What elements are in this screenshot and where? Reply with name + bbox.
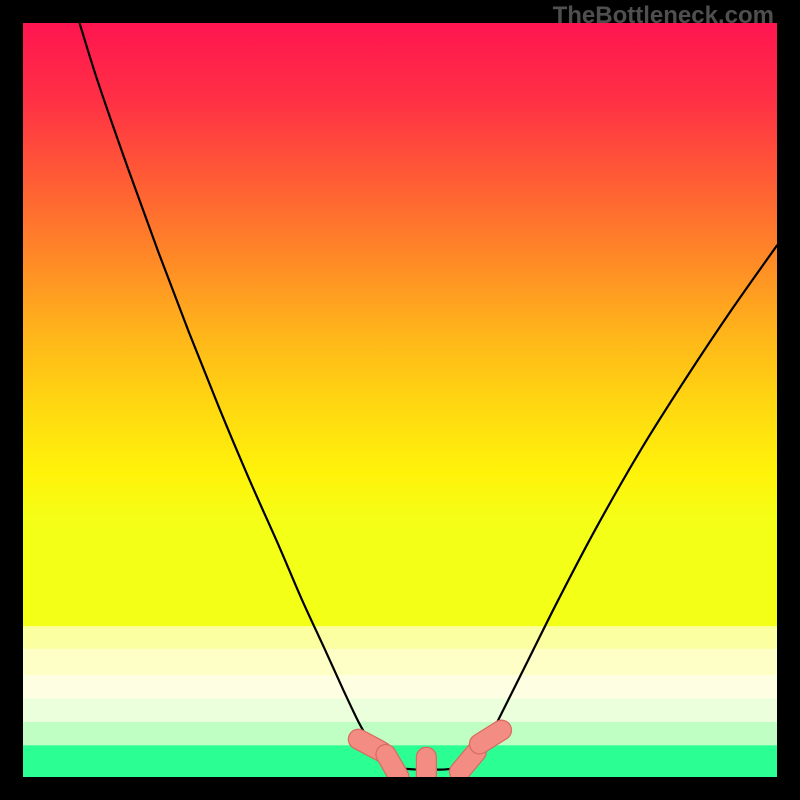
- bottleneck-curve-chart: [23, 23, 777, 777]
- curve-marker: [416, 747, 436, 777]
- watermark-text: TheBottleneck.com: [553, 2, 774, 30]
- chart-frame: TheBottleneck.com: [0, 0, 800, 800]
- plot-area: [23, 23, 777, 777]
